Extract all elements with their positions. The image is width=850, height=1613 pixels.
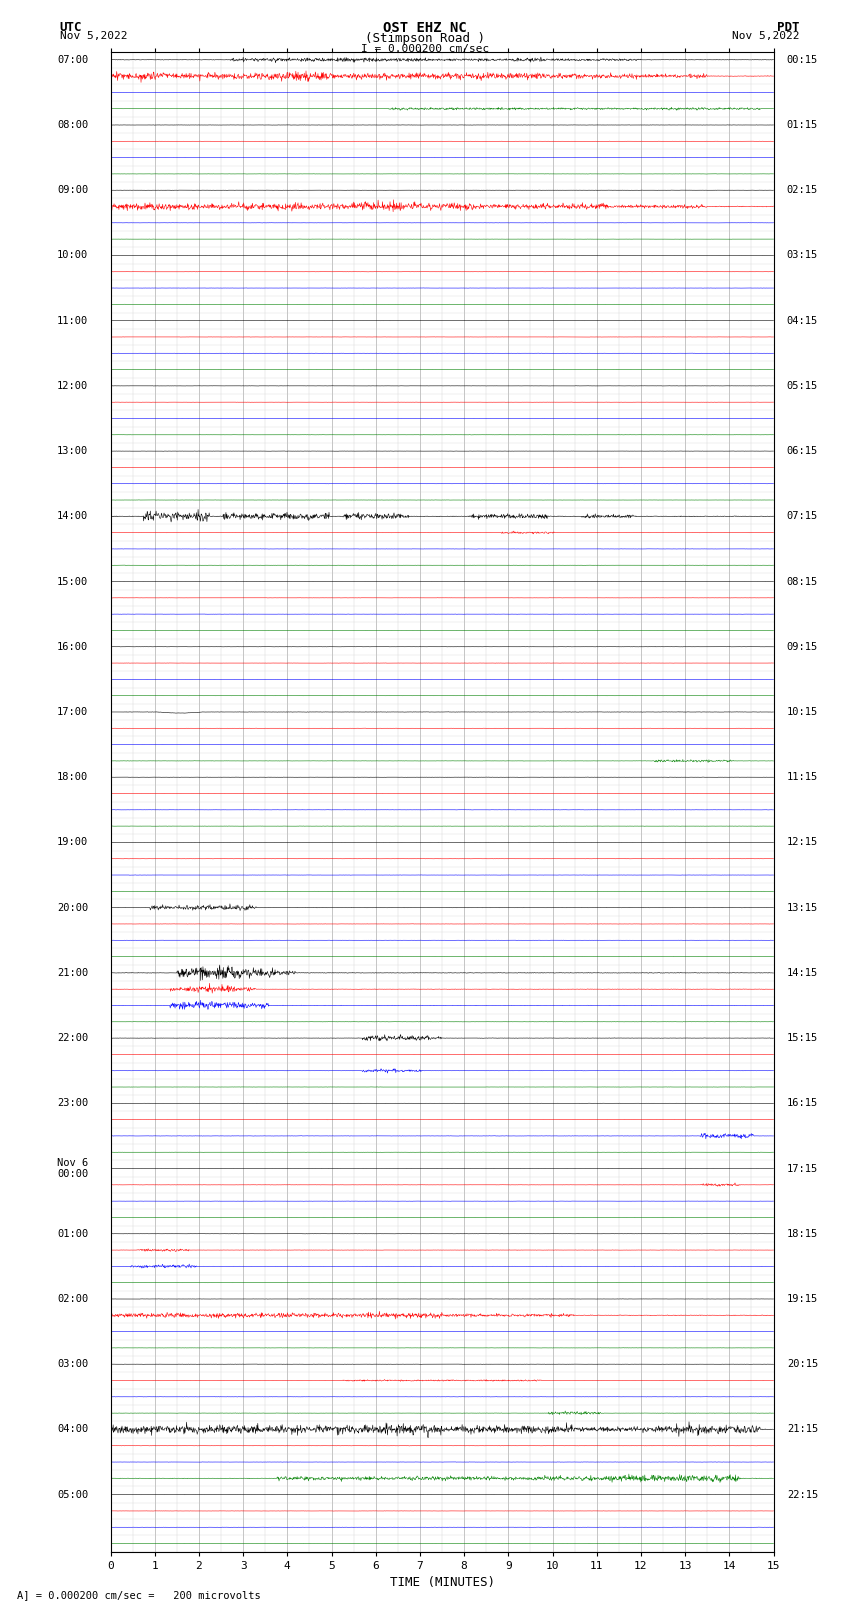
Text: PDT: PDT bbox=[777, 21, 799, 34]
Text: 02:00: 02:00 bbox=[57, 1294, 88, 1303]
Text: 17:15: 17:15 bbox=[787, 1163, 818, 1174]
Text: 03:00: 03:00 bbox=[57, 1360, 88, 1369]
Text: I = 0.000200 cm/sec: I = 0.000200 cm/sec bbox=[361, 44, 489, 53]
Text: 02:15: 02:15 bbox=[787, 185, 818, 195]
Text: 01:00: 01:00 bbox=[57, 1229, 88, 1239]
Text: OST EHZ NC: OST EHZ NC bbox=[383, 21, 467, 35]
Text: 19:15: 19:15 bbox=[787, 1294, 818, 1303]
Text: 12:00: 12:00 bbox=[57, 381, 88, 390]
Text: 19:00: 19:00 bbox=[57, 837, 88, 847]
Text: 04:15: 04:15 bbox=[787, 316, 818, 326]
Text: 07:15: 07:15 bbox=[787, 511, 818, 521]
Text: Nov 5,2022: Nov 5,2022 bbox=[60, 31, 127, 40]
Text: 16:00: 16:00 bbox=[57, 642, 88, 652]
Text: 08:15: 08:15 bbox=[787, 576, 818, 587]
Text: 20:15: 20:15 bbox=[787, 1360, 818, 1369]
Text: 22:00: 22:00 bbox=[57, 1032, 88, 1044]
Text: 00:15: 00:15 bbox=[787, 55, 818, 65]
Text: 14:00: 14:00 bbox=[57, 511, 88, 521]
Text: 21:00: 21:00 bbox=[57, 968, 88, 977]
X-axis label: TIME (MINUTES): TIME (MINUTES) bbox=[389, 1576, 495, 1589]
Text: A] = 0.000200 cm/sec =   200 microvolts: A] = 0.000200 cm/sec = 200 microvolts bbox=[17, 1590, 261, 1600]
Text: 10:00: 10:00 bbox=[57, 250, 88, 260]
Text: 13:00: 13:00 bbox=[57, 447, 88, 456]
Text: 22:15: 22:15 bbox=[787, 1490, 818, 1500]
Text: 09:00: 09:00 bbox=[57, 185, 88, 195]
Text: Nov 6
00:00: Nov 6 00:00 bbox=[57, 1158, 88, 1179]
Text: 21:15: 21:15 bbox=[787, 1424, 818, 1434]
Text: 14:15: 14:15 bbox=[787, 968, 818, 977]
Text: 04:00: 04:00 bbox=[57, 1424, 88, 1434]
Text: 17:00: 17:00 bbox=[57, 706, 88, 718]
Text: 11:15: 11:15 bbox=[787, 773, 818, 782]
Text: 05:15: 05:15 bbox=[787, 381, 818, 390]
Text: 15:00: 15:00 bbox=[57, 576, 88, 587]
Text: 23:00: 23:00 bbox=[57, 1098, 88, 1108]
Text: 13:15: 13:15 bbox=[787, 903, 818, 913]
Text: 08:00: 08:00 bbox=[57, 119, 88, 131]
Text: 16:15: 16:15 bbox=[787, 1098, 818, 1108]
Text: 15:15: 15:15 bbox=[787, 1032, 818, 1044]
Text: Nov 5,2022: Nov 5,2022 bbox=[732, 31, 799, 40]
Text: 03:15: 03:15 bbox=[787, 250, 818, 260]
Text: 01:15: 01:15 bbox=[787, 119, 818, 131]
Text: (Stimpson Road ): (Stimpson Road ) bbox=[365, 32, 485, 45]
Text: UTC: UTC bbox=[60, 21, 82, 34]
Text: 18:00: 18:00 bbox=[57, 773, 88, 782]
Text: 11:00: 11:00 bbox=[57, 316, 88, 326]
Text: 09:15: 09:15 bbox=[787, 642, 818, 652]
Text: 20:00: 20:00 bbox=[57, 903, 88, 913]
Text: 05:00: 05:00 bbox=[57, 1490, 88, 1500]
Text: 18:15: 18:15 bbox=[787, 1229, 818, 1239]
Text: 06:15: 06:15 bbox=[787, 447, 818, 456]
Text: 10:15: 10:15 bbox=[787, 706, 818, 718]
Text: 07:00: 07:00 bbox=[57, 55, 88, 65]
Text: 12:15: 12:15 bbox=[787, 837, 818, 847]
